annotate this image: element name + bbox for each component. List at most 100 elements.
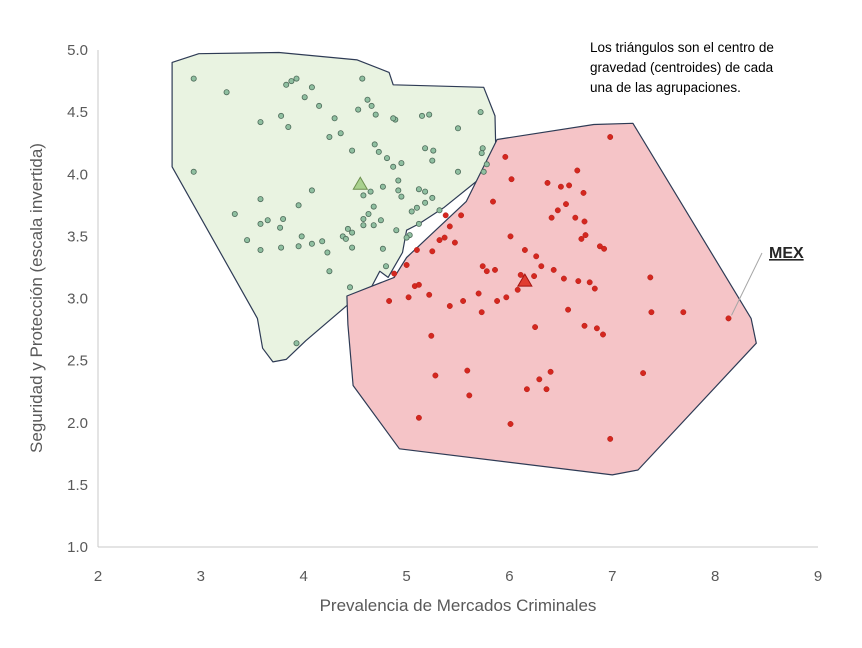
data-point [544, 179, 551, 186]
data-point [543, 386, 550, 393]
x-tick-label: 3 [197, 568, 205, 585]
data-point [298, 233, 305, 240]
data-point [581, 218, 588, 225]
data-point [280, 215, 287, 222]
data-point [415, 281, 422, 288]
data-point [295, 243, 302, 250]
data-point [582, 232, 589, 239]
data-point [523, 386, 530, 393]
data-point [418, 112, 425, 119]
data-point [479, 263, 486, 270]
data-point [538, 263, 545, 270]
data-point [432, 372, 439, 379]
data-point [483, 268, 490, 275]
data-point [408, 208, 415, 215]
data-point [502, 153, 509, 160]
data-point [430, 147, 437, 154]
data-point [346, 284, 353, 291]
x-tick-label: 6 [505, 568, 513, 585]
data-point [492, 266, 498, 273]
data-point [591, 285, 598, 292]
data-point [454, 125, 461, 132]
centroid-triangle [352, 176, 369, 190]
data-point [478, 150, 485, 157]
data-point [324, 249, 331, 256]
data-point [277, 224, 284, 231]
data-point [436, 207, 443, 214]
data-point [319, 238, 326, 245]
data-point [725, 315, 732, 322]
data-point [244, 237, 251, 244]
centroid-triangle [516, 273, 533, 287]
data-point [557, 183, 564, 190]
data-point [648, 309, 655, 316]
data-point [514, 286, 521, 293]
data-point [231, 210, 238, 217]
data-point [429, 157, 436, 164]
x-tick-label: 8 [711, 568, 719, 585]
data-point [550, 266, 557, 273]
data-point [647, 274, 654, 281]
y-tick-label: 4.0 [67, 166, 88, 183]
note-line-2: gravedad (centroides) de cada [590, 60, 774, 75]
data-point [326, 133, 333, 140]
data-point [483, 161, 490, 168]
data-point [293, 75, 300, 82]
data-point [316, 102, 323, 109]
mex-label: MEX [769, 245, 804, 262]
data-point [563, 201, 569, 208]
data-point [422, 145, 429, 152]
data-point [283, 81, 290, 88]
data-point [578, 235, 585, 242]
data-point [446, 223, 453, 230]
data-point [398, 193, 405, 200]
data-point [326, 268, 333, 275]
data-point [680, 309, 687, 316]
data-point [446, 303, 453, 309]
data-point [403, 262, 410, 268]
data-point [442, 212, 449, 219]
data-point [451, 239, 458, 246]
data-point [507, 421, 514, 427]
data-point [337, 130, 344, 137]
data-point [536, 376, 543, 383]
data-point [190, 75, 197, 82]
data-point [532, 324, 539, 331]
data-point [507, 233, 514, 240]
data-point [390, 163, 397, 170]
data-point [460, 298, 467, 304]
data-point [405, 294, 412, 301]
data-point [288, 78, 295, 85]
x-tick-labels: 2 3 4 5 6 7 8 9 [94, 568, 822, 585]
data-point [547, 368, 554, 375]
data-point [593, 325, 600, 332]
data-point [494, 298, 501, 304]
axes [97, 50, 818, 548]
data-point [386, 298, 393, 304]
y-tick-label: 2.5 [67, 353, 88, 370]
data-point [607, 435, 614, 442]
data-point [422, 188, 429, 195]
data-point [360, 192, 367, 199]
data-point [464, 367, 471, 374]
data-point [454, 168, 461, 175]
data-point [223, 89, 230, 96]
data-point [554, 207, 561, 214]
x-tick-label: 9 [814, 568, 822, 585]
data-point [308, 187, 315, 194]
data-point [308, 240, 315, 247]
data-point [257, 246, 264, 253]
data-point [607, 134, 614, 140]
data-point [382, 263, 389, 270]
data-point [480, 168, 487, 175]
data-point [600, 331, 606, 338]
data-point [349, 244, 356, 251]
cluster-2-hull [346, 122, 757, 476]
data-point [478, 309, 485, 316]
data-point [377, 217, 384, 224]
data-point [521, 247, 528, 253]
data-point [375, 148, 382, 155]
data-point [365, 210, 372, 217]
y-tick-label: 1.0 [67, 539, 88, 556]
data-point [344, 225, 351, 232]
